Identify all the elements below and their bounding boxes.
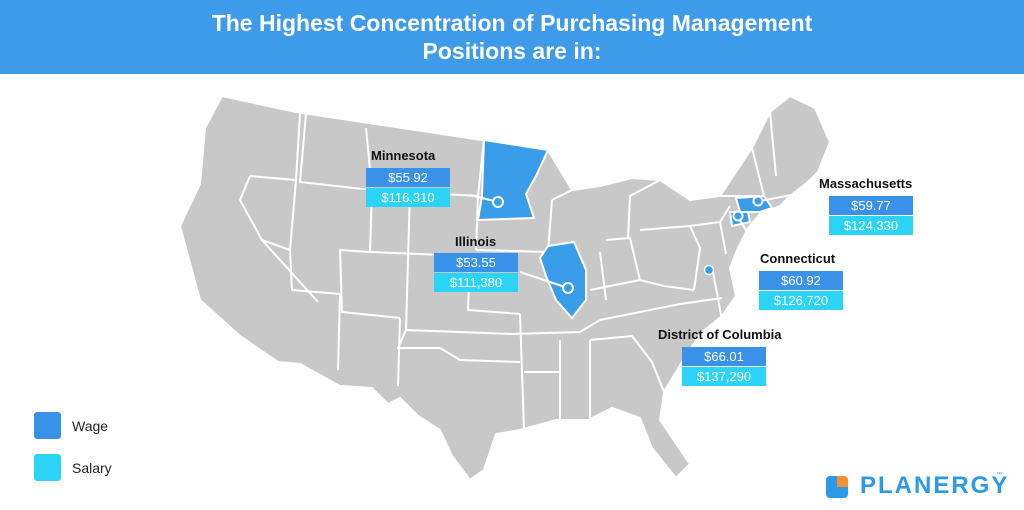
state-label-district-of-columbia: District of Columbia <box>658 327 782 342</box>
state-label-minnesota: Minnesota <box>371 148 436 163</box>
dc-marker <box>703 264 715 276</box>
wage-value-connecticut: $60.92 <box>759 271 843 290</box>
title-line-1: The Highest Concentration of Purchasing … <box>211 10 813 36</box>
wage-value-illinois: $53.55 <box>434 253 518 272</box>
us-map <box>178 94 832 482</box>
legend-label-wage: Wage <box>72 418 109 434</box>
logo-trademark: ™ <box>996 472 1002 478</box>
salary-value-massachusetts: $124,330 <box>829 216 913 235</box>
state-label-connecticut: Connecticut <box>760 251 836 266</box>
callout-pins <box>492 195 764 294</box>
legend-swatch-salary <box>34 454 61 481</box>
salary-value-illinois: $111,380 <box>434 273 518 292</box>
illinois-shape <box>538 240 587 320</box>
wage-value-minnesota: $55.92 <box>366 168 450 187</box>
legend-label-salary: Salary <box>72 460 112 476</box>
salary-value-minnesota: $116,310 <box>366 188 450 207</box>
state-label-illinois: Illinois <box>455 234 497 249</box>
wage-value-district-of-columbia: $66.01 <box>682 347 766 366</box>
title-banner: The Highest Concentration of Purchasing … <box>0 0 1024 74</box>
legend-swatch-wage <box>34 412 61 439</box>
state-label-massachusetts: Massachusetts <box>819 176 913 191</box>
salary-value-district-of-columbia: $137,290 <box>682 367 766 386</box>
salary-value-connecticut: $126,720 <box>759 291 843 310</box>
planergy-logo-icon <box>826 476 848 498</box>
logo-text: PLANERGY <box>860 472 1010 499</box>
title-line-2: Positions are in: <box>422 38 602 64</box>
wage-value-massachusetts: $59.77 <box>829 196 913 215</box>
